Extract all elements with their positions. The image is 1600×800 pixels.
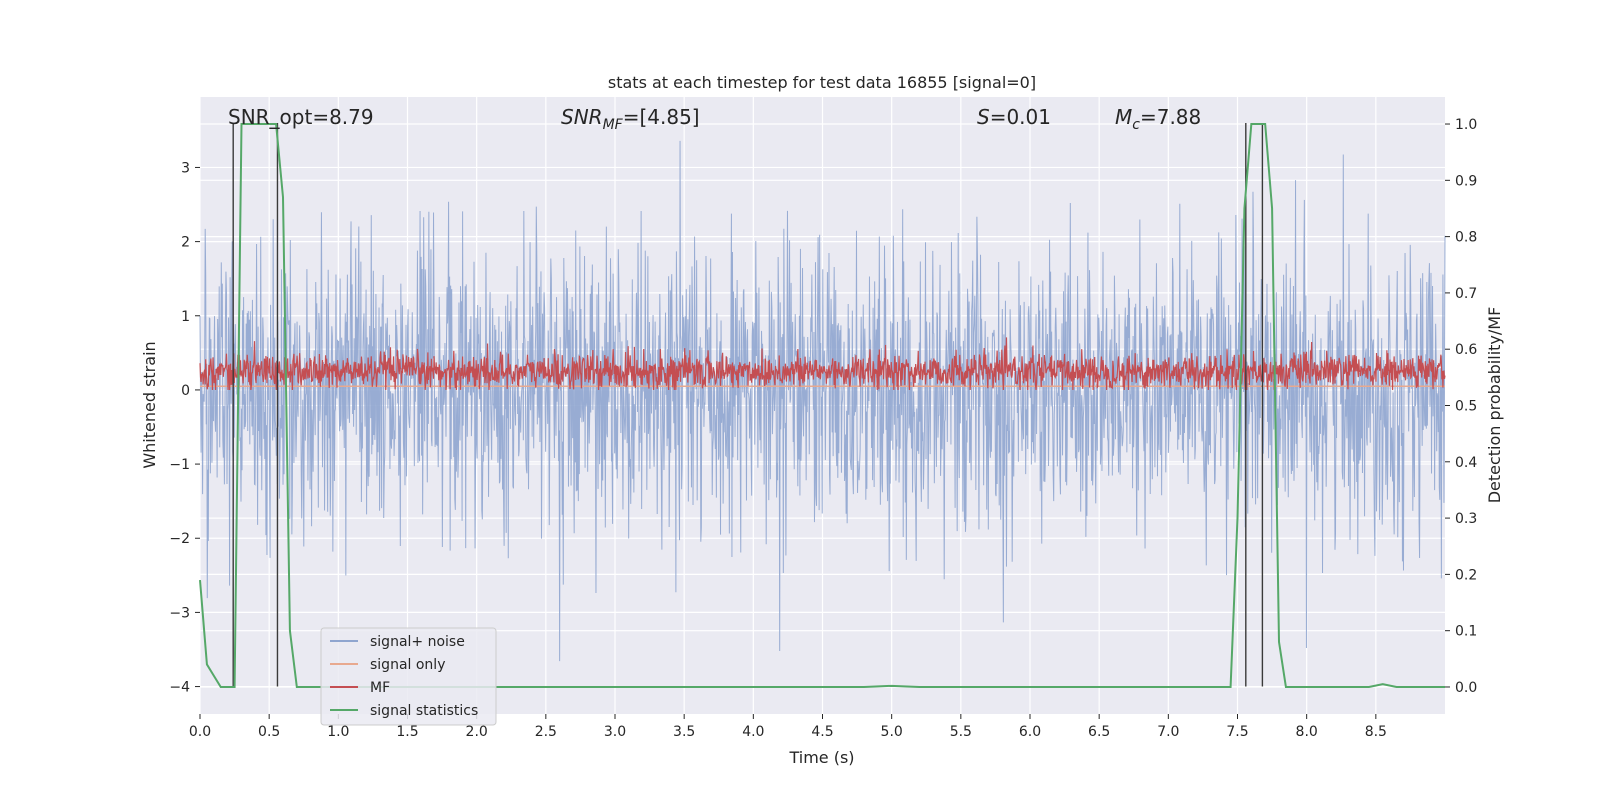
annotation-snr-mf-base: SNR (561, 105, 603, 129)
x-tick-label: 7.5 (1226, 724, 1248, 740)
annotation-snr-opt: SNR_opt=8.79 (228, 105, 374, 129)
y-tick-label: −1 (169, 457, 190, 473)
annotation-snr-mf: SNRMF=[4.85] (561, 105, 700, 133)
annotation-snr-mf-rest: =[4.85] (623, 105, 700, 129)
y2-tick-label: 0.0 (1455, 680, 1477, 696)
x-tick-label: 3.5 (673, 724, 695, 740)
annotation-mc-base: M (1115, 105, 1132, 129)
x-tick-label: 6.5 (1088, 724, 1110, 740)
x-tick-label: 5.0 (881, 724, 903, 740)
axes: 0.0 0.5 1.0 1.5 2.0 2.5 3.0 3.5 4.0 4.5 5.0 5.5 6.0 6… (169, 117, 1477, 740)
y-tick-label: −2 (169, 531, 190, 547)
data-series (199, 122, 1446, 688)
series-mf (199, 337, 1446, 391)
annotation-s: S=0.01 (977, 105, 1051, 129)
x-tick-label: 8.0 (1296, 724, 1318, 740)
y2-tick-label: 0.6 (1455, 342, 1477, 358)
y2-tick-label: 0.2 (1455, 567, 1477, 583)
x-tick-label: 0.5 (258, 724, 280, 740)
x-tick-label: 8.5 (1365, 724, 1387, 740)
annotation-snr-mf-sub: MF (603, 117, 624, 133)
annotation-mc: Mc=7.88 (1115, 105, 1201, 133)
chart-title: stats at each timestep for test data 168… (608, 73, 1036, 92)
x-tick-label: 4.0 (742, 724, 764, 740)
y-tick-label: 2 (181, 235, 190, 251)
x-tick-label: 0.0 (189, 724, 211, 740)
x-tick-label: 1.0 (327, 724, 349, 740)
legend: signal+ noise signal only MF signal stat… (320, 627, 497, 726)
y-tick-label: 3 (181, 160, 190, 176)
series-signal-noise (199, 140, 1446, 662)
series-signal-statistics (199, 123, 1445, 688)
legend-box (320, 627, 497, 726)
y2-tick-label: 0.4 (1455, 455, 1477, 471)
y-tick-label: −4 (169, 680, 190, 696)
y2-axis-label: Detection probability/MF (1485, 307, 1504, 504)
y2-tick-label: 1.0 (1455, 117, 1477, 133)
legend-entry-signal-statistics: signal statistics (370, 703, 478, 719)
y2-tick-label: 0.5 (1455, 399, 1477, 415)
x-tick-label: 2.0 (466, 724, 488, 740)
y2-tick-label: 0.8 (1455, 230, 1477, 246)
x-axis-label: Time (s) (788, 748, 854, 767)
annotation-mc-sub: c (1132, 117, 1140, 133)
x-tick-label: 3.0 (604, 724, 626, 740)
annotation-s-rest: =0.01 (990, 105, 1051, 129)
legend-entry-signal-only: signal only (370, 657, 445, 673)
y-tick-label: 0 (181, 383, 190, 399)
y-axis-label: Whitened strain (140, 341, 159, 468)
legend-entry-signal-noise: signal+ noise (370, 634, 465, 650)
x-tick-label: 7.0 (1157, 724, 1179, 740)
y2-tick-label: 0.3 (1455, 511, 1477, 527)
x-tick-label: 1.5 (396, 724, 418, 740)
y-tick-label: −3 (169, 605, 190, 621)
y2-tick-label: 0.1 (1455, 624, 1477, 640)
annotation-mc-rest: =7.88 (1140, 105, 1201, 129)
x-tick-label: 6.0 (1019, 724, 1041, 740)
y-tick-label: 1 (181, 309, 190, 325)
y2-tick-label: 0.7 (1455, 286, 1477, 302)
x-tick-label: 5.5 (950, 724, 972, 740)
x-tick-label: 4.5 (811, 724, 833, 740)
y2-tick-label: 0.9 (1455, 173, 1477, 189)
legend-entry-mf: MF (370, 680, 390, 696)
annotation-s-base: S (977, 105, 990, 129)
x-tick-label: 2.5 (535, 724, 557, 740)
